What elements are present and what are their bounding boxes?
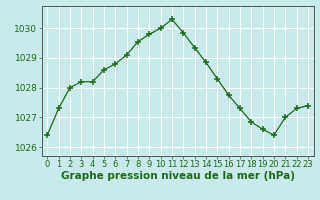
X-axis label: Graphe pression niveau de la mer (hPa): Graphe pression niveau de la mer (hPa): [60, 171, 295, 181]
